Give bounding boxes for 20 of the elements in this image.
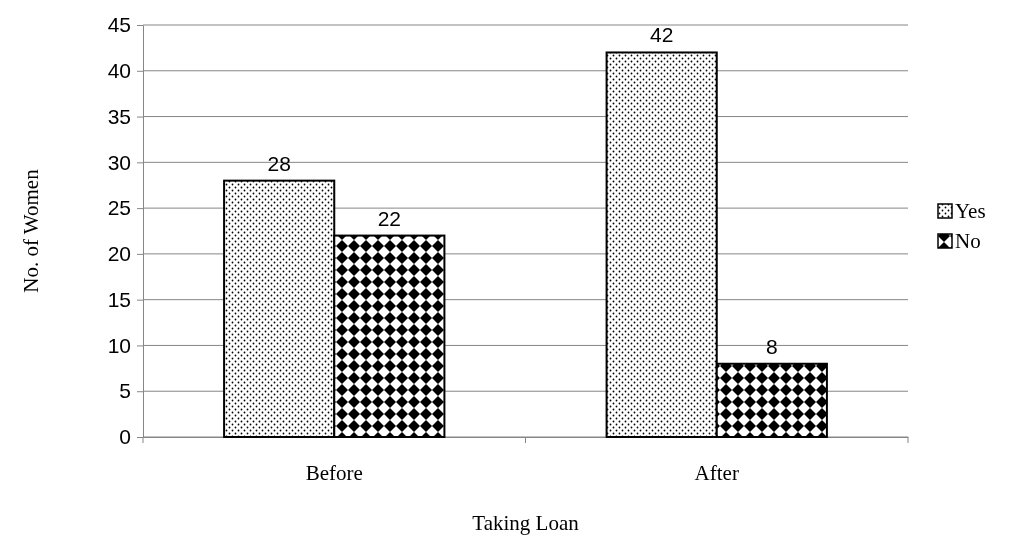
y-tick-label: 10 <box>107 333 131 357</box>
y-tick-label: 35 <box>107 104 131 128</box>
y-tick-label: 15 <box>107 287 131 311</box>
y-tick-label: 25 <box>107 196 131 220</box>
x-tick-label: After <box>694 460 739 485</box>
legend-label: No <box>955 229 981 253</box>
data-label: 42 <box>649 23 674 47</box>
y-axis-title: No. of Women <box>19 168 43 293</box>
legend-label: Yes <box>955 199 986 223</box>
data-label: 28 <box>267 151 291 175</box>
x-tick-label: Before <box>305 460 363 485</box>
y-tick-label: 45 <box>107 13 131 37</box>
y-tick-label: 0 <box>119 425 131 449</box>
y-tick-label: 20 <box>107 242 131 266</box>
data-label: 8 <box>765 334 778 358</box>
x-axis-title: Taking Loan <box>472 511 580 535</box>
y-tick-label: 30 <box>107 150 131 174</box>
y-tick-label: 5 <box>119 379 131 403</box>
y-tick-label: 40 <box>107 59 131 82</box>
data-label: 22 <box>377 206 402 230</box>
